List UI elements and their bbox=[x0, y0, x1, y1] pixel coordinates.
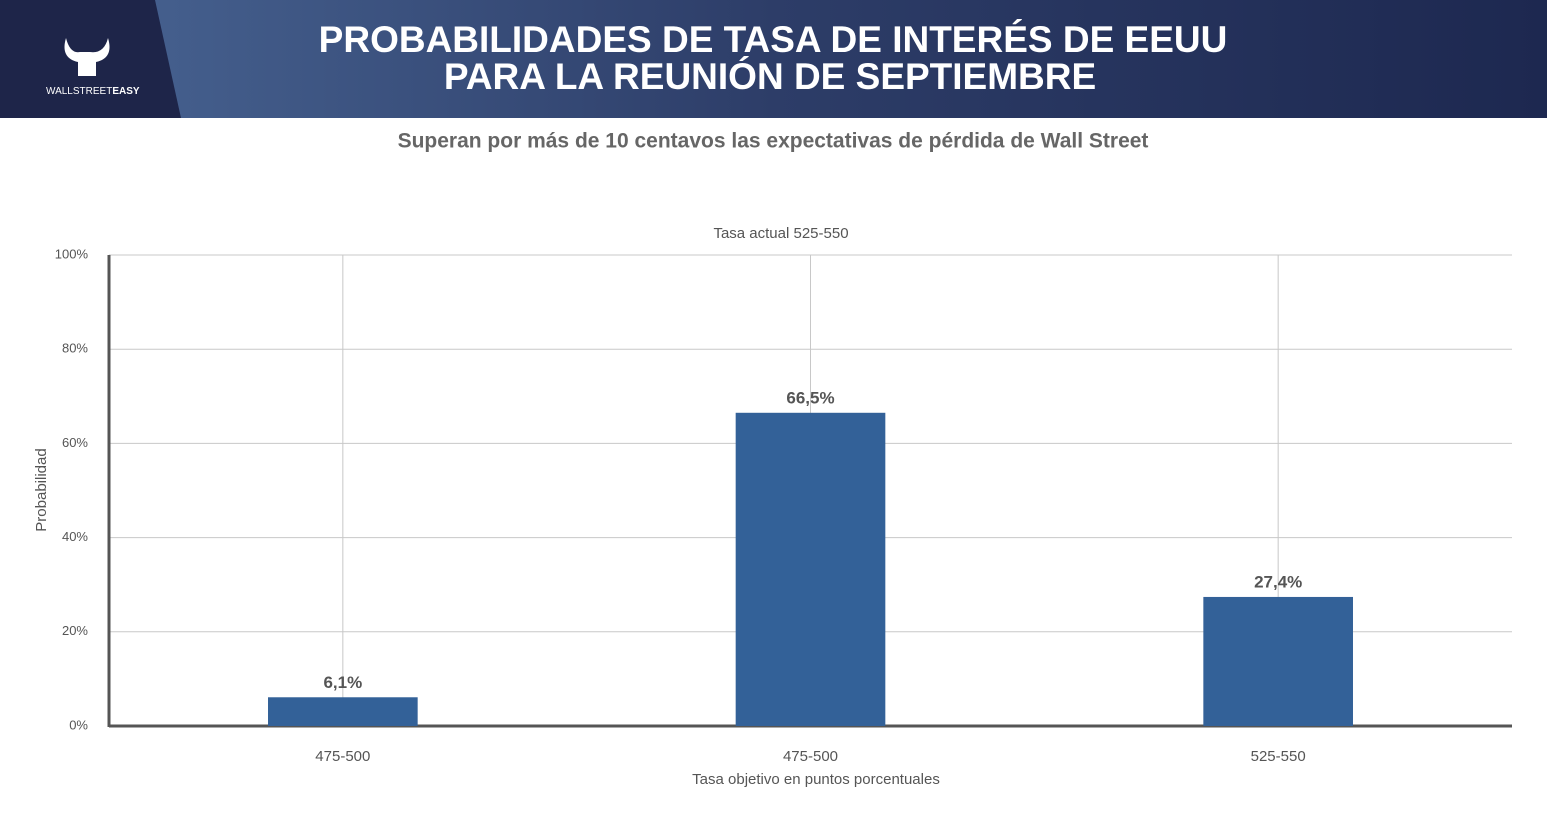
value-label: 6,1% bbox=[323, 673, 362, 692]
logo-word-bold: EASY bbox=[112, 86, 140, 97]
bar bbox=[1203, 596, 1353, 726]
x-tick-label: 475-500 bbox=[783, 748, 838, 765]
bar bbox=[268, 697, 418, 726]
x-tick-label: 525-550 bbox=[1251, 748, 1306, 765]
header-bar bbox=[0, 0, 1547, 118]
y-tick-label: 0% bbox=[69, 717, 88, 732]
y-tick-label: 40% bbox=[62, 529, 88, 544]
x-tick-label: 475-500 bbox=[315, 748, 370, 765]
header-title: PROBABILIDADES DE TASA DE INTERÉS DE EEU… bbox=[319, 19, 1228, 60]
chart-title: Tasa actual 525-550 bbox=[713, 225, 848, 242]
y-axis-label: Probabilidad bbox=[33, 448, 50, 531]
y-tick-label: 20% bbox=[62, 623, 88, 638]
logo-icon bbox=[64, 38, 110, 76]
y-tick-label: 100% bbox=[55, 246, 89, 261]
logo-word: WALLSTREET bbox=[46, 86, 112, 97]
y-tick-label: 60% bbox=[62, 435, 88, 450]
y-tick-label: 80% bbox=[62, 341, 88, 356]
value-label: 27,4% bbox=[1254, 572, 1302, 591]
subtitle: Superan por más de 10 centavos las expec… bbox=[398, 130, 1149, 153]
bar bbox=[735, 412, 886, 726]
logo-text: WALLSTREETEASY bbox=[46, 86, 140, 97]
value-label: 66,5% bbox=[786, 388, 834, 407]
header-title: PARA LA REUNIÓN DE SEPTIEMBRE bbox=[444, 55, 1096, 97]
x-axis-label: Tasa objetivo en puntos porcentuales bbox=[692, 771, 940, 788]
